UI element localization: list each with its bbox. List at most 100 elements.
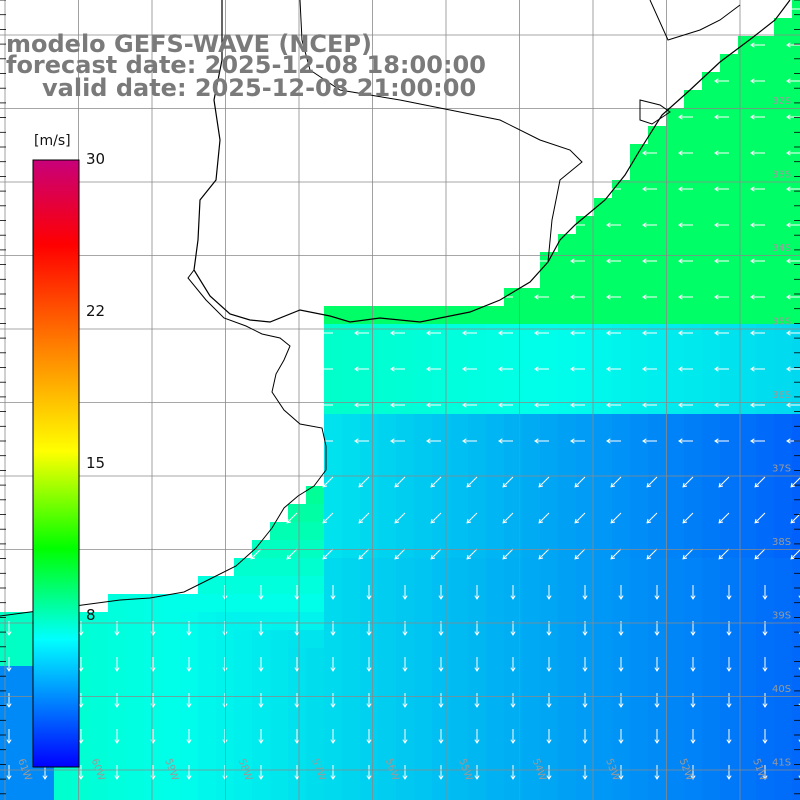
- field-cell: [414, 522, 433, 541]
- wind-arrow-head: [390, 366, 395, 372]
- field-cell: [540, 702, 559, 721]
- field-cell: [576, 486, 595, 505]
- field-cell: [666, 612, 685, 631]
- field-cell: [252, 594, 271, 613]
- field-cell: [612, 234, 631, 253]
- field-cell: [702, 612, 721, 631]
- field-cell: [612, 198, 631, 217]
- field-cell: [738, 738, 757, 757]
- field-cell: [738, 450, 757, 469]
- field-cell: [756, 198, 775, 217]
- field-cell: [576, 522, 595, 541]
- field-cell: [540, 270, 559, 289]
- field-cell: [720, 90, 739, 109]
- wind-arrow-head: [474, 631, 480, 636]
- field-cell: [738, 522, 757, 541]
- field-cell: [648, 558, 667, 577]
- field-cell: [594, 234, 613, 253]
- field-cell: [378, 468, 397, 487]
- wind-arrow: [574, 548, 586, 560]
- wind-arrow-head: [78, 631, 84, 636]
- field-cell: [756, 594, 775, 613]
- wind-arrow: [502, 512, 514, 524]
- field-cell: [108, 594, 127, 613]
- field-cell: [90, 774, 109, 793]
- field-cell: [684, 774, 703, 793]
- field-cell: [198, 792, 217, 800]
- field-cell: [522, 432, 541, 451]
- field-cell: [558, 612, 577, 631]
- field-cell: [702, 360, 721, 379]
- wind-arrow-head: [462, 330, 467, 336]
- field-cell: [414, 342, 433, 361]
- wind-arrow-head: [354, 402, 359, 408]
- wind-arrow-head: [750, 402, 755, 408]
- field-cell: [666, 234, 685, 253]
- field-cell: [414, 486, 433, 505]
- field-cell: [378, 360, 397, 379]
- field-cell: [504, 486, 523, 505]
- wind-arrow-head: [150, 739, 156, 744]
- wind-arrow-head: [78, 667, 84, 672]
- wind-arrow-head: [618, 703, 624, 708]
- field-cell: [648, 774, 667, 793]
- wind-arrow-head: [390, 438, 395, 444]
- field-cell: [270, 738, 289, 757]
- field-cell: [468, 378, 487, 397]
- wind-arrow-head: [258, 631, 264, 636]
- field-cell: [630, 774, 649, 793]
- field-cell: [288, 630, 307, 649]
- wind-arrow: [754, 548, 766, 560]
- field-cell: [396, 594, 415, 613]
- field-cell: [666, 198, 685, 217]
- field-cell: [360, 432, 379, 451]
- field-cell: [558, 486, 577, 505]
- wind-arrow-head: [606, 258, 611, 264]
- field-cell: [288, 774, 307, 793]
- field-cell: [522, 522, 541, 541]
- field-cell: [738, 144, 757, 163]
- field-cell: [792, 198, 800, 217]
- wind-arrow-head: [678, 186, 683, 192]
- field-cell: [396, 774, 415, 793]
- field-cell: [252, 558, 271, 577]
- field-cell: [540, 666, 559, 685]
- wind-arrow-head: [354, 330, 359, 336]
- valid-date: valid date: 2025-12-08 21:00:00: [42, 74, 477, 102]
- wind-arrow-head: [718, 554, 724, 560]
- field-cell: [522, 288, 541, 307]
- field-cell: [648, 252, 667, 271]
- wind-arrow-head: [574, 482, 580, 488]
- wind-arrow-head: [510, 775, 516, 780]
- field-cell: [450, 684, 469, 703]
- field-cell: [612, 450, 631, 469]
- latitude-label: 33S: [772, 170, 791, 181]
- field-cell: [540, 594, 559, 613]
- wind-arrow-head: [502, 554, 508, 560]
- field-cell: [684, 288, 703, 307]
- field-cell: [54, 774, 73, 793]
- wind-arrow-head: [582, 667, 588, 672]
- wind-arrow: [682, 548, 694, 560]
- field-cell: [540, 774, 559, 793]
- field-cell: [126, 702, 145, 721]
- wind-arrow-head: [678, 366, 683, 372]
- field-cell: [252, 666, 271, 685]
- field-cell: [756, 126, 775, 145]
- field-cell: [90, 630, 109, 649]
- wind-arrow: [322, 548, 334, 560]
- field-cell: [774, 234, 793, 253]
- wind-arrow-head: [466, 518, 472, 524]
- wind-arrow-head: [750, 186, 755, 192]
- wind-arrow-head: [250, 554, 256, 560]
- field-cell: [324, 486, 343, 505]
- wind-arrow-head: [6, 775, 12, 780]
- field-cell: [738, 108, 757, 127]
- latitude-label: 34S: [772, 243, 791, 254]
- field-cell: [648, 486, 667, 505]
- field-cell: [162, 612, 181, 631]
- wind-arrow-head: [510, 595, 516, 600]
- field-cell: [774, 162, 793, 181]
- wind-arrow-head: [690, 739, 696, 744]
